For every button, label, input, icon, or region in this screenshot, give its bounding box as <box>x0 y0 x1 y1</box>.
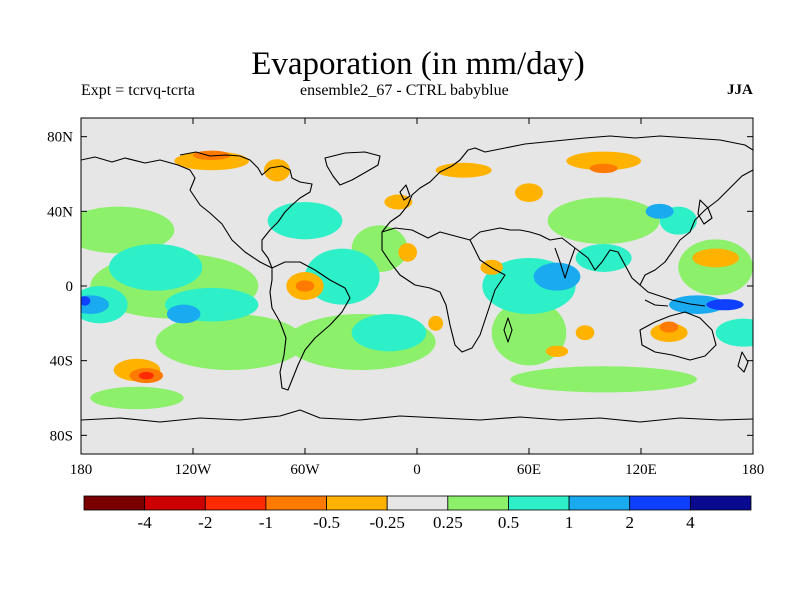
experiment-label: Expt = tcrvq-tcrta <box>81 82 195 99</box>
colorbar-swatch <box>689 495 752 511</box>
anomaly-region-26 <box>81 296 91 306</box>
colorbar-swatch <box>204 495 267 511</box>
coastline-north-america <box>81 151 313 269</box>
colorbar-label: 4 <box>686 513 695 532</box>
colorbar-label: -2 <box>198 513 212 532</box>
colorbar-swatch <box>386 495 449 511</box>
colorbar-swatch <box>568 495 631 511</box>
anomaly-region-13 <box>351 314 427 352</box>
y-tick-label: 80N <box>47 130 73 146</box>
anomaly-region-40 <box>428 315 444 331</box>
coastline-madagascar <box>503 317 513 343</box>
anomaly-regions <box>81 150 753 410</box>
ensemble-label: ensemble2_67 - CTRL babyblue <box>300 82 509 99</box>
anomaly-region-7 <box>678 239 753 296</box>
coastline-africa <box>381 227 506 353</box>
anomaly-region-21 <box>533 262 581 291</box>
coastline-greenland <box>324 151 381 186</box>
colorbar-label: -4 <box>138 513 153 532</box>
colorbar-swatch <box>326 495 388 511</box>
anomaly-region-0 <box>81 206 175 254</box>
x-tick-label: 120E <box>625 462 657 478</box>
season-label: JJA <box>727 82 753 98</box>
chart-title: Evaporation (in mm/day) <box>251 46 585 82</box>
anomaly-region-44 <box>295 280 315 292</box>
colorbar-swatch <box>508 495 570 511</box>
coastlines <box>81 135 753 423</box>
anomaly-region-32 <box>384 194 413 210</box>
x-tick-label: 180 <box>70 462 93 478</box>
coastline-south-america <box>269 261 351 391</box>
coastline-australia <box>639 311 717 361</box>
anomaly-region-33 <box>398 243 417 262</box>
anomaly-region-41 <box>545 345 569 357</box>
anomaly-region-47 <box>138 371 154 380</box>
x-tick-label: 0 <box>413 462 421 478</box>
anomaly-region-38 <box>692 248 740 268</box>
anomaly-region-20 <box>81 295 109 314</box>
anomaly-region-6 <box>547 197 660 245</box>
anomaly-region-30 <box>515 183 543 203</box>
anomaly-region-46 <box>659 321 679 333</box>
y-tick-label: 40S <box>50 354 73 370</box>
anomaly-region-25 <box>706 299 744 311</box>
coastline-uk <box>399 184 411 201</box>
x-tick-label: 120W <box>175 462 213 478</box>
anomaly-region-42 <box>193 150 231 160</box>
coastline-europe <box>381 147 506 233</box>
anomaly-region-28 <box>263 159 291 182</box>
anomaly-region-27 <box>174 151 249 171</box>
colorbar-label: -0.25 <box>369 513 404 532</box>
anomaly-region-39 <box>575 325 595 341</box>
colorbar: -4 -2 -1 -0.5 -0.25 0.25 0.5 1 2 4 <box>83 495 752 532</box>
colorbar-swatch <box>447 495 509 511</box>
coastline-india <box>554 247 576 279</box>
colorbar-swatch <box>144 495 206 511</box>
y-tick-label: 0 <box>66 279 74 295</box>
anomaly-region-29 <box>435 162 492 178</box>
x-tick-label: 180 <box>742 462 765 478</box>
anomaly-region-43 <box>589 163 618 174</box>
colorbar-label: -1 <box>259 513 273 532</box>
coastline-antarctica <box>81 409 753 423</box>
y-tick-label: 40N <box>47 204 73 220</box>
axis-ticks: 180 120W 60W 0 60E 120E 180 80N 40N 0 40S 80S <box>47 118 764 478</box>
anomaly-region-9 <box>90 386 184 410</box>
anomaly-region-23 <box>166 304 201 324</box>
coastline-maritime <box>639 284 706 307</box>
coastline-asia <box>469 135 753 286</box>
colorbar-label: -0.5 <box>313 513 340 532</box>
colorbar-label: 2 <box>625 513 634 532</box>
anomaly-region-31 <box>566 151 642 171</box>
anomaly-region-19 <box>715 318 753 347</box>
anomaly-region-2 <box>155 314 305 370</box>
anomaly-region-24 <box>645 203 674 219</box>
colorbar-label: 0.25 <box>433 513 463 532</box>
x-tick-label: 60E <box>517 462 541 478</box>
x-tick-label: 60W <box>290 462 320 478</box>
colorbar-swatch <box>265 495 327 511</box>
coastline-japan <box>697 199 713 225</box>
colorbar-label: 0.5 <box>498 513 519 532</box>
y-tick-label: 80S <box>50 428 73 444</box>
colorbar-swatch <box>629 495 691 511</box>
colorbar-label: 1 <box>565 513 574 532</box>
anomaly-region-12 <box>305 248 380 305</box>
anomaly-region-10 <box>109 244 203 291</box>
anomaly-region-15 <box>575 244 632 272</box>
coastline-new-zealand <box>737 351 749 373</box>
colorbar-swatch <box>83 495 146 511</box>
anomaly-region-8 <box>510 366 697 393</box>
